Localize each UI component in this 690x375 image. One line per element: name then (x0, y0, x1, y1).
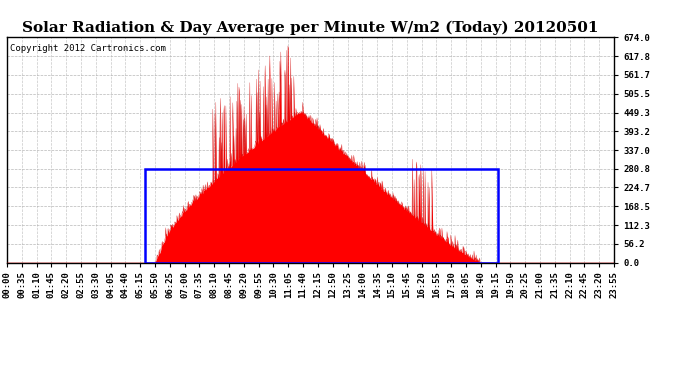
Text: Copyright 2012 Cartronics.com: Copyright 2012 Cartronics.com (10, 44, 166, 53)
Bar (146, 169, 497, 262)
Title: Solar Radiation & Day Average per Minute W/m2 (Today) 20120501: Solar Radiation & Day Average per Minute… (22, 21, 599, 35)
